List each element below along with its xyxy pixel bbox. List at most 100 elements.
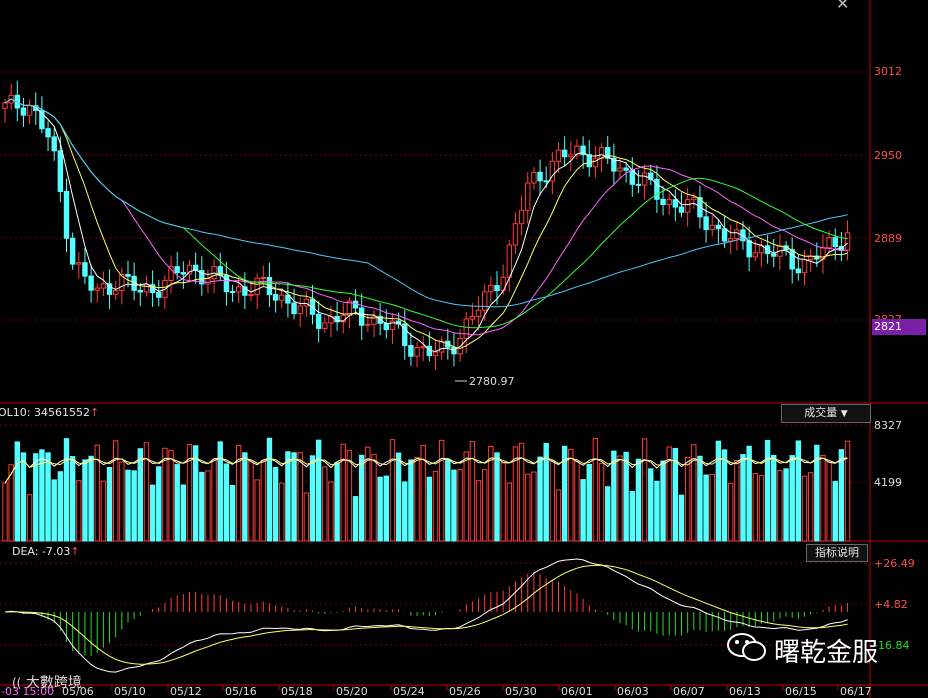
volume-bar (568, 448, 574, 542)
volume-bar (488, 446, 494, 542)
date-tick: 06/07 (673, 685, 705, 698)
volume-bar (242, 452, 248, 542)
price-candle (648, 172, 654, 180)
volume-bar (764, 439, 771, 542)
volume-bar (402, 481, 408, 542)
volume-bar (672, 447, 679, 542)
price-candle (106, 283, 113, 295)
volume-bar (322, 466, 328, 542)
price-candle (82, 262, 88, 277)
volume-bar (272, 466, 279, 542)
price-candle (734, 229, 740, 240)
price-candle (119, 274, 125, 292)
volume-bar (359, 454, 365, 542)
price-candle (672, 199, 679, 208)
price-candle (432, 351, 439, 357)
volume-bar (217, 441, 223, 542)
volume-bar (100, 480, 107, 542)
volume-bar (666, 446, 672, 542)
volume-bar (180, 484, 187, 542)
volume-bar (660, 460, 666, 542)
volume-bar (365, 446, 371, 542)
indicator-help-button[interactable]: 指标说明 (806, 544, 868, 562)
price-candle (186, 264, 193, 275)
price-candle (254, 277, 260, 296)
volume-bar (371, 453, 377, 542)
volume-bar (752, 473, 758, 542)
volume-bar (279, 482, 285, 542)
volume-bar (549, 460, 556, 542)
price-candle (715, 224, 722, 230)
volume-bar (543, 442, 549, 542)
price-candle (568, 154, 574, 158)
price-candle (76, 262, 82, 265)
volume-bar (426, 476, 433, 542)
price-candle (223, 274, 230, 293)
price-candle (574, 145, 580, 156)
volume-bar (76, 480, 82, 542)
volume-bar (334, 462, 340, 542)
price-candle (543, 180, 549, 183)
price-candle (758, 245, 765, 254)
volume-bar (463, 451, 469, 542)
volume-ma-line (4, 457, 848, 484)
price-candle (721, 228, 728, 242)
price-candle (451, 346, 457, 355)
volume-bar (691, 444, 697, 542)
price-tick: 2889 (874, 232, 902, 245)
volume-bar (801, 475, 808, 542)
date-tick: 05/24 (393, 685, 425, 698)
volume-bar (451, 469, 457, 542)
volume-bar (746, 445, 752, 542)
price-candle (605, 147, 611, 159)
date-tick: 05/20 (336, 685, 368, 698)
price-candle (359, 307, 365, 326)
date-tick: 06/01 (561, 685, 593, 698)
price-candle (488, 285, 494, 293)
volume-bar (494, 452, 500, 542)
ma10-line (4, 98, 848, 349)
price-candle (143, 284, 150, 293)
price-candle (752, 252, 758, 258)
volume-bar (807, 472, 814, 542)
price-candle (2, 102, 8, 109)
volume-tick: 4199 (874, 476, 902, 489)
watermark-small: (( 大數跨境 (12, 675, 82, 691)
date-tick: 05/12 (170, 685, 202, 698)
price-candle (531, 171, 537, 184)
date-tick: 06/03 (617, 685, 649, 698)
price-candle (494, 285, 500, 292)
volume-bar (531, 471, 537, 542)
volume-indicator-button[interactable]: 成交量 ▼ (781, 404, 871, 423)
date-tick: 06/15 (785, 685, 817, 698)
price-candle (297, 305, 303, 315)
volume-bar (125, 469, 131, 542)
volume-bar (162, 447, 168, 542)
volume-bar (14, 441, 21, 542)
price-candle (691, 197, 697, 201)
close-icon[interactable]: ✕ (836, 0, 850, 13)
ma20-line (4, 98, 848, 336)
price-candle (365, 323, 371, 326)
volume-bar (168, 449, 174, 542)
volume-bar (586, 463, 592, 542)
date-tick: 05/10 (114, 685, 146, 698)
price-candle (660, 198, 666, 206)
volume-bar (303, 492, 310, 542)
volume-bar (211, 458, 217, 542)
volume-bar (512, 446, 519, 542)
volume-bar (684, 456, 691, 542)
volume-bar (641, 438, 648, 542)
volume-bar (709, 473, 715, 542)
price-candle (709, 224, 715, 231)
volume-bar (149, 484, 156, 542)
volume-bar (635, 458, 642, 542)
volume-bar (783, 468, 789, 542)
volume-bar (346, 449, 353, 542)
price-candle (180, 272, 187, 275)
price-candle (512, 223, 519, 246)
volume-bar (728, 482, 734, 542)
price-candle (482, 291, 488, 311)
volume-bar (629, 491, 635, 542)
